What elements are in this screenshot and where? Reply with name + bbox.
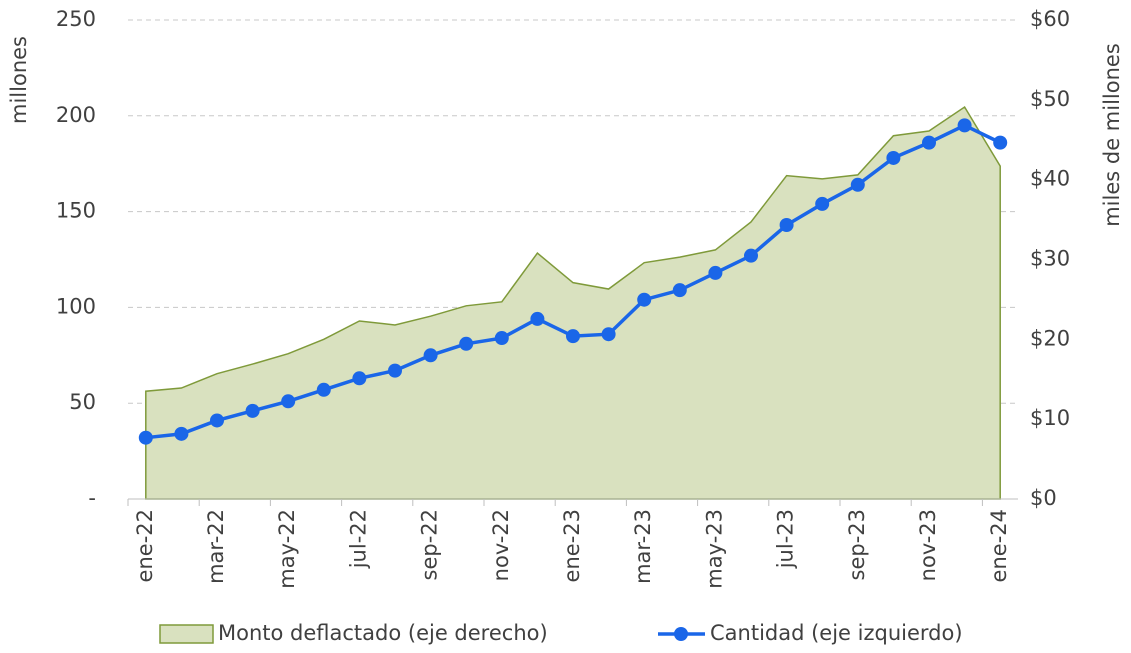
x-tick-label: nov-23 xyxy=(916,509,940,581)
marker xyxy=(530,311,545,326)
y2-axis-label: miles de millones xyxy=(1100,43,1124,227)
marker xyxy=(388,363,402,378)
marker xyxy=(566,329,580,344)
y-tick-label: 250 xyxy=(56,7,96,31)
x-tick-label: may-23 xyxy=(702,509,726,589)
y-tick-label: 100 xyxy=(56,294,96,318)
y-tick-label: - xyxy=(88,486,96,510)
y-axis-label: millones xyxy=(7,36,31,124)
marker xyxy=(316,382,331,397)
y2-tick-label: $40 xyxy=(1030,167,1070,191)
y2-tick-label: $50 xyxy=(1030,87,1070,111)
marker xyxy=(993,135,1008,150)
area xyxy=(145,105,1001,500)
marker xyxy=(850,177,865,192)
x-tick-label: ene-24 xyxy=(987,509,1011,582)
x-tick-label: may-22 xyxy=(275,509,299,589)
marker xyxy=(672,283,687,298)
y-tick-label: 200 xyxy=(56,103,96,127)
legend-label: Cantidad (eje izquierdo) xyxy=(710,621,963,645)
marker xyxy=(210,413,224,428)
x-tick-label: sep-22 xyxy=(418,509,442,581)
marker xyxy=(637,292,652,307)
y-tick-label: 150 xyxy=(56,199,96,223)
y2-tick-label: $0 xyxy=(1030,486,1057,510)
x-tick-label: jul-23 xyxy=(774,509,798,569)
marker xyxy=(779,218,794,233)
y2-tick-label: $20 xyxy=(1030,326,1070,350)
x-tick-label: ene-23 xyxy=(560,509,584,582)
y-tick-label: 50 xyxy=(69,390,96,414)
marker xyxy=(459,336,474,351)
y2-tick-label: $10 xyxy=(1030,406,1070,430)
marker xyxy=(886,150,901,165)
marker xyxy=(922,135,936,150)
y2-tick-label: $30 xyxy=(1030,247,1070,271)
marker xyxy=(352,371,367,386)
marker xyxy=(174,426,189,441)
x-tick-label: mar-22 xyxy=(204,509,228,584)
legend-swatch xyxy=(674,627,688,641)
marker xyxy=(281,394,296,409)
marker xyxy=(494,331,509,346)
marker xyxy=(601,327,616,342)
legend-swatch xyxy=(159,624,214,644)
legend-label: Monto deflactado (eje derecho) xyxy=(218,621,548,645)
marker xyxy=(138,430,153,445)
x-tick-label: jul-22 xyxy=(346,509,370,569)
marker xyxy=(815,196,830,211)
x-tick-label: ene-22 xyxy=(133,509,157,582)
y2-tick-label: $60 xyxy=(1030,7,1070,31)
marker xyxy=(708,265,723,280)
x-tick-label: mar-23 xyxy=(631,509,655,584)
x-tick-label: nov-22 xyxy=(489,509,513,581)
marker xyxy=(245,403,260,418)
marker xyxy=(744,248,758,263)
marker xyxy=(423,348,438,363)
marker xyxy=(957,118,972,133)
x-tick-label: sep-23 xyxy=(845,509,869,581)
